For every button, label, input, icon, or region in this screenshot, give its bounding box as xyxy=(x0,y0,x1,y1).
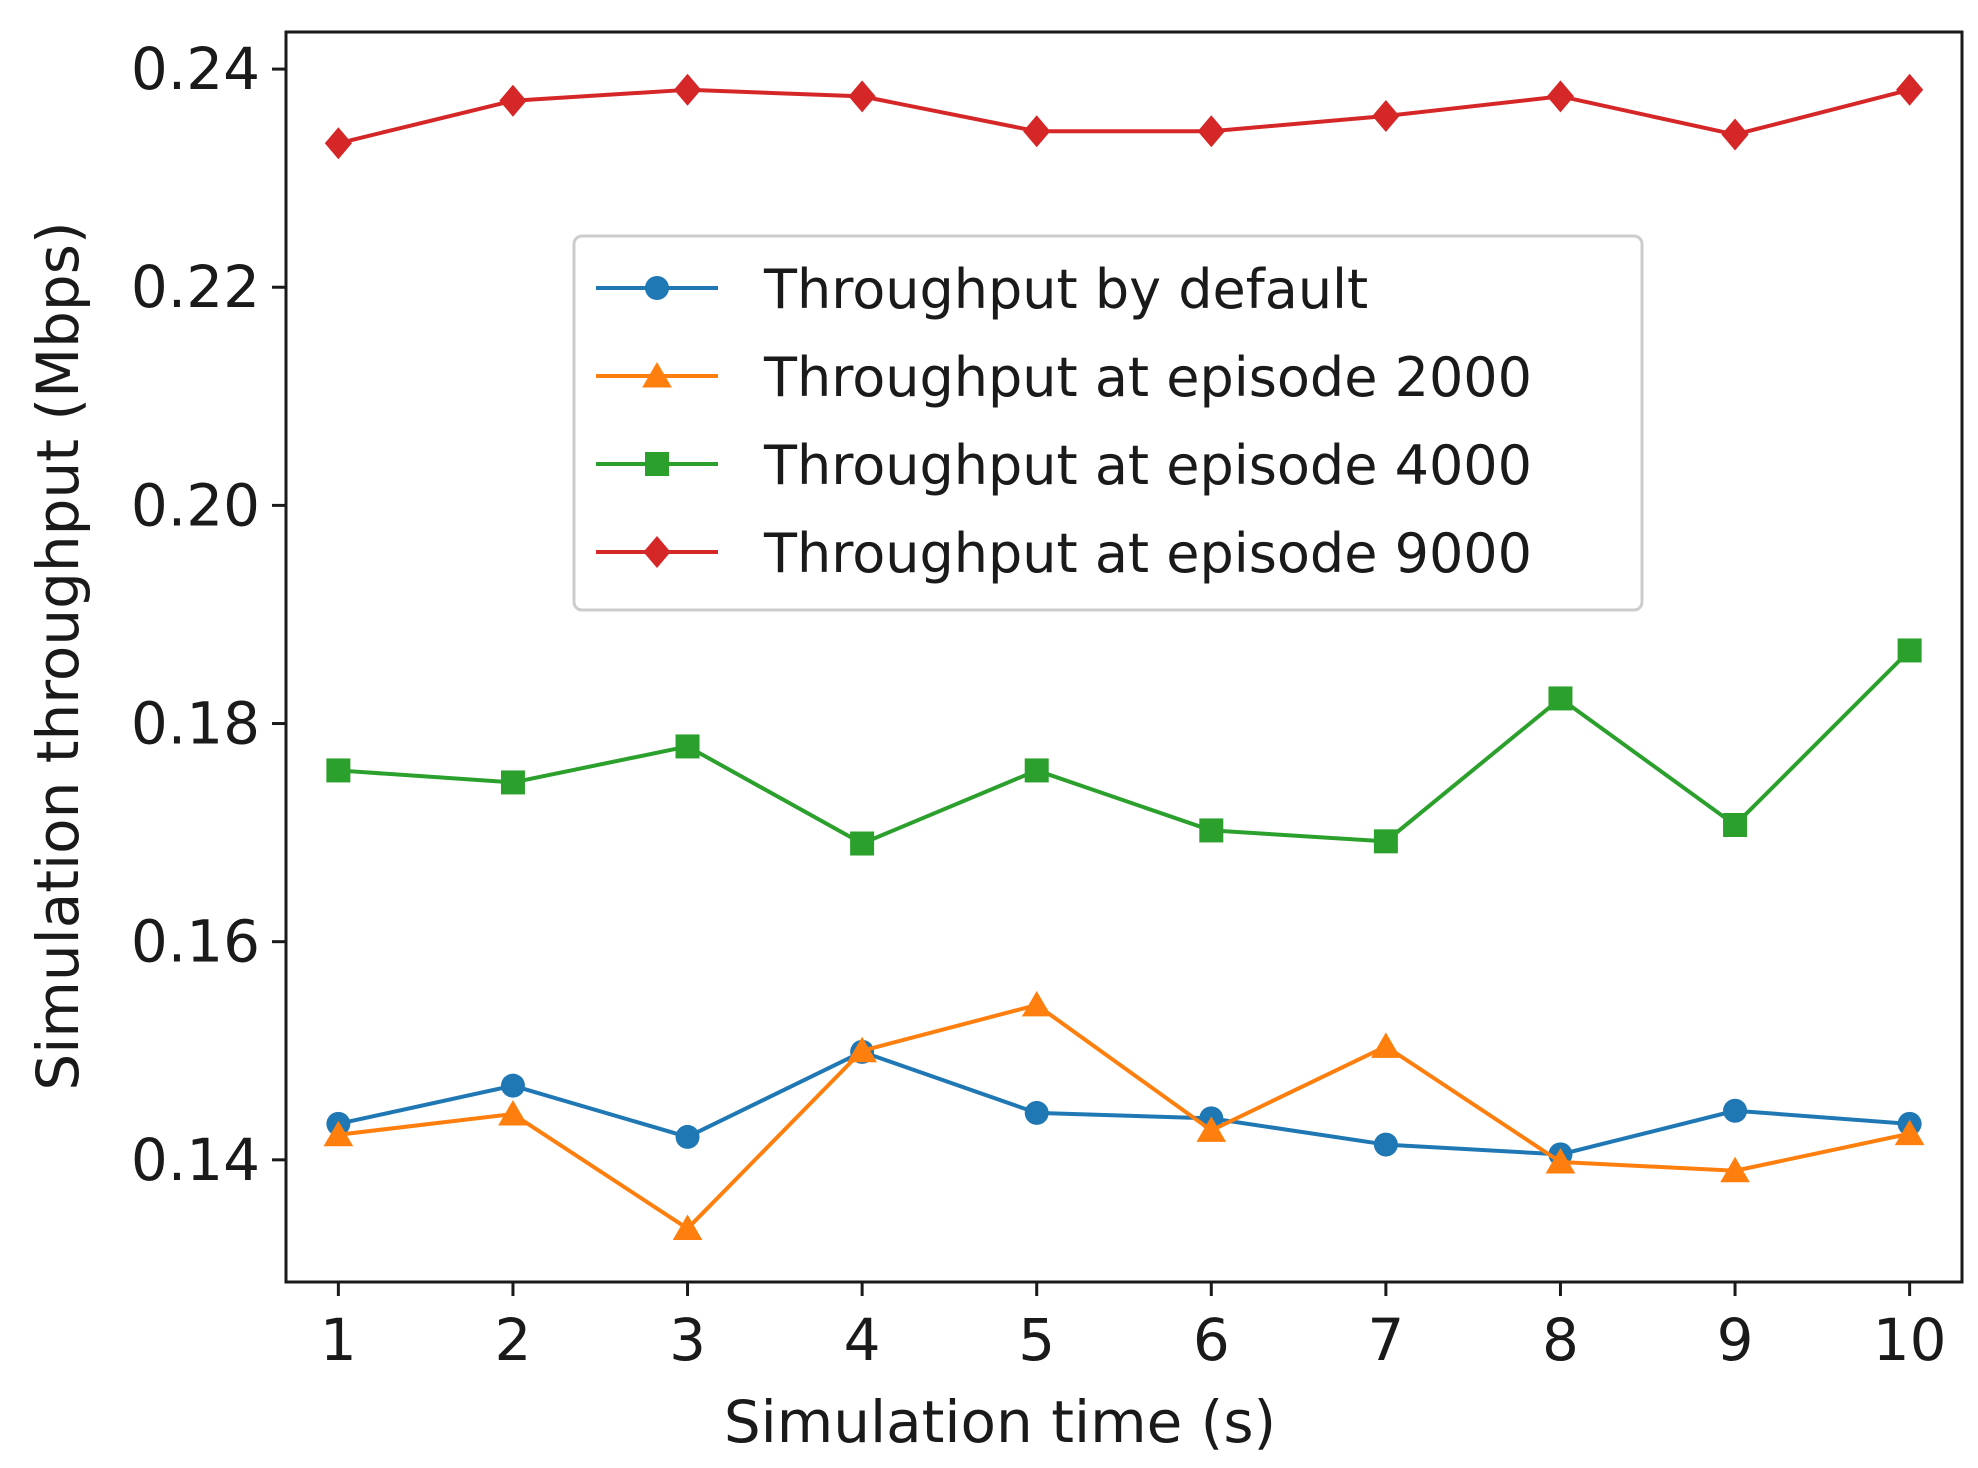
series-2-point xyxy=(1371,1032,1401,1058)
x-tick-label: 6 xyxy=(1193,1306,1230,1374)
series-4-point xyxy=(1023,115,1051,148)
y-axis-label: Simulation throughput (Mbps) xyxy=(24,221,92,1090)
legend-swatch-marker xyxy=(645,452,669,476)
series-1-point xyxy=(1024,1100,1049,1125)
series-4-point xyxy=(673,73,702,106)
series-2-point xyxy=(1545,1148,1576,1174)
legend-label: Throughput at episode 2000 xyxy=(763,346,1532,409)
legend: Throughput by default Throughput at episo… xyxy=(572,234,1644,612)
series-4-point xyxy=(1721,118,1749,151)
series-2-point xyxy=(847,1036,877,1063)
legend-label: Throughput at episode 9000 xyxy=(763,522,1532,585)
series-3-point xyxy=(1199,818,1224,843)
series-2-point xyxy=(1196,1116,1227,1142)
series-4-point xyxy=(1197,115,1225,148)
x-tick-label: 4 xyxy=(844,1306,881,1374)
y-tick-label: 0.22 xyxy=(131,253,260,321)
x-tick-label: 2 xyxy=(495,1306,532,1374)
x-axis-label: Simulation time (s) xyxy=(724,1388,1276,1456)
series-3-point xyxy=(850,831,875,856)
series-4-point xyxy=(324,127,352,160)
series-2-point xyxy=(1021,990,1052,1017)
series-3-point xyxy=(675,734,700,759)
series-1-point xyxy=(1373,1132,1398,1157)
series-4-point xyxy=(499,84,527,117)
series-3-line xyxy=(338,649,1912,846)
x-tick-label: 1 xyxy=(320,1306,357,1374)
x-tick-label: 7 xyxy=(1367,1306,1404,1374)
series-2-point xyxy=(672,1214,703,1241)
x-tick-label: 8 xyxy=(1542,1306,1579,1374)
series-3-point xyxy=(1723,812,1748,837)
series-4 xyxy=(324,73,1924,160)
series-4-line xyxy=(337,87,1911,146)
series-2-point xyxy=(1894,1119,1925,1146)
series-4-point xyxy=(1896,73,1924,106)
x-tick-label: 3 xyxy=(669,1306,706,1374)
series-2-point xyxy=(323,1120,354,1147)
series-2 xyxy=(323,990,1925,1241)
y-tick-label: 0.16 xyxy=(131,908,260,976)
legend-swatch-marker xyxy=(642,362,672,388)
legend-entry: Throughput at episode 4000 xyxy=(596,434,1532,497)
series-1-point xyxy=(675,1124,700,1149)
plot-frame xyxy=(284,30,1964,1284)
y-tick-label: 0.24 xyxy=(131,35,260,103)
series-3-point xyxy=(1897,638,1922,663)
legend-entry: Throughput by default xyxy=(596,258,1368,321)
y-tick-label: 0.18 xyxy=(131,690,260,758)
x-tick-label: 9 xyxy=(1717,1306,1754,1374)
series-2-point xyxy=(1720,1156,1750,1183)
series-3 xyxy=(326,638,1922,856)
series-3-point xyxy=(326,758,351,783)
series-1-line xyxy=(337,1049,1910,1157)
legend-box xyxy=(572,234,1644,612)
legend-label: Throughput at episode 4000 xyxy=(763,434,1532,497)
plot-area xyxy=(323,73,1925,1241)
series-2-point xyxy=(498,1100,528,1126)
series-3-point xyxy=(1548,686,1573,711)
series-3-point xyxy=(500,770,525,795)
series-3-point xyxy=(1373,829,1398,854)
legend-entry: Throughput at episode 2000 xyxy=(596,346,1532,409)
x-tick-label: 10 xyxy=(1873,1306,1947,1374)
series-4-point xyxy=(1372,99,1400,132)
x-tick-label: 5 xyxy=(1018,1306,1055,1374)
y-tick-label: 0.14 xyxy=(131,1126,260,1194)
series-4-point xyxy=(848,80,876,113)
series-2-line xyxy=(338,1002,1911,1231)
series-1-point xyxy=(1723,1098,1748,1123)
legend-swatch-marker xyxy=(645,276,669,300)
series-1-point xyxy=(500,1073,525,1098)
axes: 1 2 3 4 5 6 7 8 9 10 0.14 0.16 0.18 0.20 0.22 0.24 xyxy=(131,30,1964,1374)
legend-swatch-marker xyxy=(643,536,671,568)
y-tick-label: 0.20 xyxy=(131,471,260,539)
legend-label: Throughput by default xyxy=(763,258,1368,321)
series-3-point xyxy=(1024,758,1049,783)
series-4-point xyxy=(1546,80,1575,113)
legend-entry: Throughput at episode 9000 xyxy=(596,522,1532,585)
